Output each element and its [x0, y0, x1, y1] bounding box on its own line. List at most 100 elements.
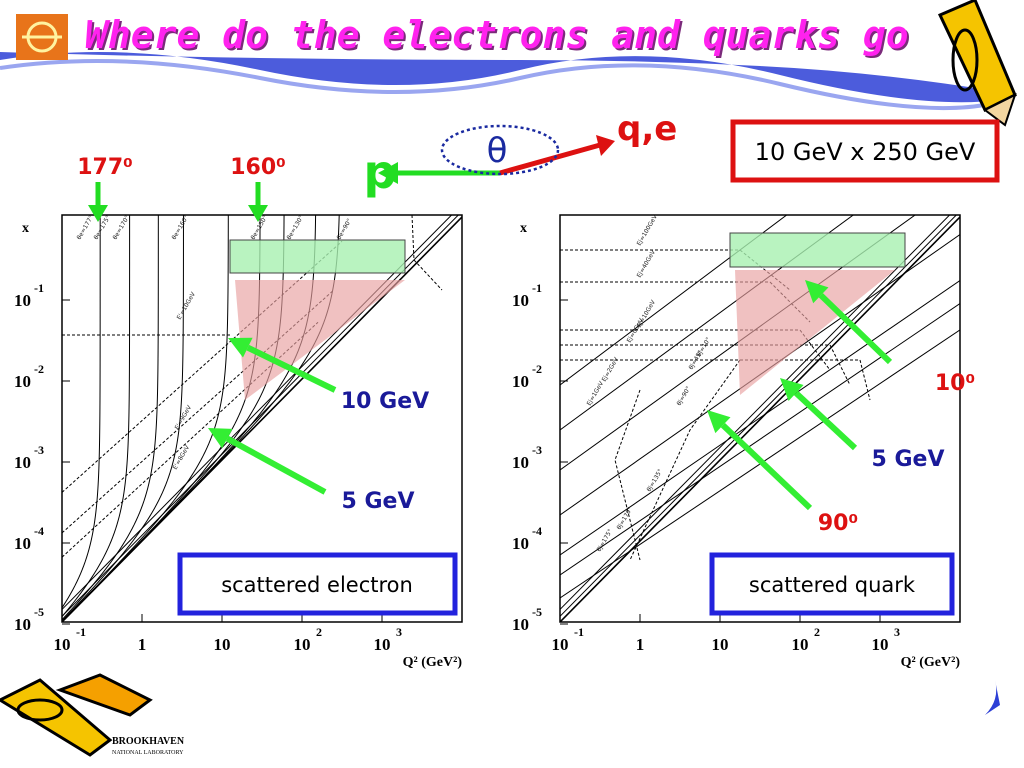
x-tick-exp: 3 [894, 625, 900, 639]
y-tick-exp: -3 [34, 443, 44, 457]
corner-wave [985, 680, 1000, 715]
banner-wave [0, 52, 1000, 103]
arrow-label: 10 GeV [341, 389, 429, 414]
y-axis-label: x [22, 221, 29, 236]
y-tick-exp: -3 [532, 443, 542, 457]
pointer-arrow [794, 390, 858, 451]
y-axis-label: x [520, 221, 527, 236]
outgoing-arrow [499, 142, 601, 176]
arrow-label: 10⁰ [935, 371, 975, 396]
beam-label: 10 GeV x 250 GeV [755, 138, 976, 166]
plot: xQ² (GeV²)10-110-210-310-410-510-11 10 102… [14, 155, 463, 670]
outgoing-label: q,e [617, 109, 677, 149]
y-tick-label: 10 [14, 615, 31, 634]
curve [411, 215, 443, 291]
arrow-label: 5 GeV [342, 489, 415, 514]
curve [560, 215, 960, 622]
y-tick-exp: -4 [34, 524, 44, 538]
curve [62, 215, 131, 618]
caption: scattered quark [749, 573, 916, 597]
y-tick-exp: -4 [532, 524, 542, 538]
x-axis-label: Q² (GeV²) [403, 655, 463, 670]
lab-name: BROOKHAVEN [112, 736, 185, 747]
angle-marker: 177⁰ [77, 155, 133, 180]
outgoing-arrow-head [596, 135, 615, 156]
x-tick-label: 10 [54, 635, 71, 654]
y-tick-exp: -5 [34, 605, 44, 619]
pointer-arrow-head [208, 428, 233, 449]
curve [62, 215, 101, 609]
curve [560, 215, 951, 610]
angle-arc [440, 124, 560, 176]
plot: xQ² (GeV²)10-110-210-310-410-510-11 10 102… [512, 213, 975, 670]
red-region [735, 270, 895, 395]
pointer-arrow [225, 435, 327, 495]
y-tick-exp: -1 [34, 281, 44, 295]
x-tick-exp: 2 [316, 625, 322, 639]
y-tick-label: 10 [14, 534, 31, 553]
x-tick-label: 10 [712, 635, 729, 654]
x-tick-exp: 2 [814, 625, 820, 639]
pointer-arrow-head [805, 280, 829, 304]
y-tick-label: 10 [14, 372, 31, 391]
y-tick-exp: -1 [532, 281, 542, 295]
proton-arrow-head [378, 162, 398, 184]
curve [62, 215, 340, 622]
caption-box [709, 552, 955, 616]
x-tick-exp: -1 [76, 625, 86, 639]
plots: xQ² (GeV²)10-110-210-310-410-510-11 10 102… [14, 155, 975, 670]
curve [629, 359, 741, 561]
banner-wave-light [0, 58, 991, 111]
y-tick-label: 10 [14, 291, 31, 310]
curve [62, 215, 159, 621]
caption: scattered electron [221, 573, 413, 597]
title: Where do the electrons and quarks go [85, 13, 909, 57]
curve [560, 280, 960, 556]
y-tick-label: 10 [512, 615, 529, 634]
x-tick-label: 10 [552, 635, 569, 654]
curve [62, 240, 343, 493]
marker-arrow-head [88, 205, 108, 222]
curve [560, 344, 851, 386]
y-tick-exp: -2 [34, 362, 44, 376]
angle-label: θ [487, 131, 508, 171]
x-tick-label: 10 [872, 635, 889, 654]
y-tick-exp: -5 [532, 605, 542, 619]
pencils-decoration [0, 673, 153, 757]
y-tick-label: 10 [512, 291, 529, 310]
x-tick-exp: 3 [396, 625, 402, 639]
curve [560, 215, 958, 617]
y-tick-label: 10 [512, 534, 529, 553]
y-tick-exp: -2 [532, 362, 542, 376]
y-tick-label: 10 [14, 453, 31, 472]
x-tick-label: 10 [294, 635, 311, 654]
pointer-arrow-head [707, 410, 731, 434]
plot-curves [62, 215, 462, 622]
title-shadow: Where do the electrons and quarks go [87, 15, 911, 59]
x-tick-label: 1 [138, 635, 147, 654]
beam-box [730, 119, 1000, 183]
green-region [729, 232, 906, 268]
curve [560, 303, 960, 576]
curve [62, 215, 184, 622]
pointer-arrow [818, 293, 893, 365]
arrow-label: 5 GeV [872, 447, 945, 472]
arrow-label: 90⁰ [818, 511, 858, 536]
red-region [235, 280, 405, 400]
pointer-arrow [720, 422, 813, 511]
caption-box [177, 552, 458, 616]
pointer-arrow-head [780, 378, 804, 402]
x-tick-label: 10 [374, 635, 391, 654]
x-tick-label: 10 [214, 635, 231, 654]
x-axis-label: Q² (GeV²) [901, 655, 961, 670]
y-tick-label: 10 [512, 372, 529, 391]
proton-label: p [364, 145, 397, 199]
angle-marker: 160⁰ [230, 155, 286, 180]
x-tick-exp: -1 [574, 625, 584, 639]
curve [560, 359, 871, 401]
lab-sub: NATIONAL LABORATORY [112, 750, 184, 756]
curve [62, 321, 319, 558]
x-tick-label: 1 [636, 635, 645, 654]
green-region [229, 239, 406, 274]
